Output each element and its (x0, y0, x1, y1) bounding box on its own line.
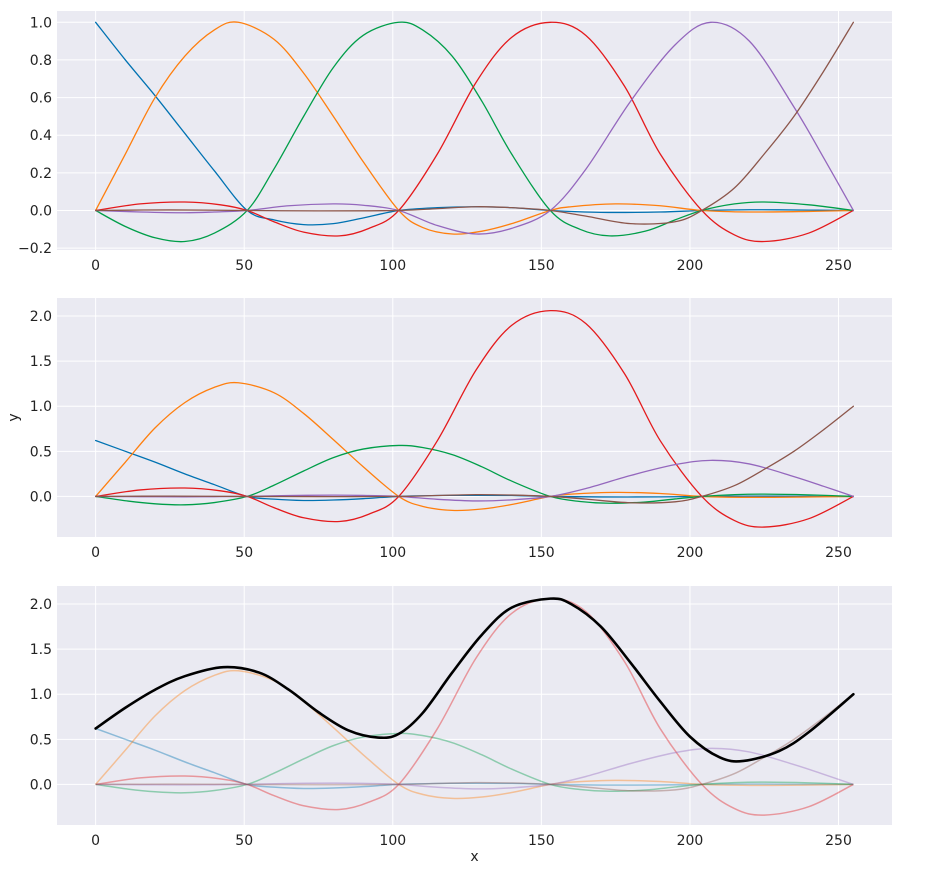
plot-background (57, 586, 892, 825)
x-tick-label: 250 (825, 545, 852, 561)
faded-series-line-weighted-3 (95, 732, 854, 794)
x-tick-label: 200 (677, 258, 704, 274)
y-tick-label: 0.0 (30, 489, 52, 505)
series-line-basis-6 (94, 21, 855, 225)
y-tick-label: 0.4 (30, 128, 52, 144)
x-tick-label: 100 (379, 545, 406, 561)
x-tick-label: 150 (528, 258, 555, 274)
y-tick-label: 0.2 (30, 166, 52, 182)
y-tick-label: 2.0 (30, 309, 52, 325)
faded-series-line-weighted-5 (95, 747, 854, 790)
faded-series-line-weighted-1 (95, 727, 854, 790)
x-tick-label: 0 (91, 833, 100, 849)
y-tick-label: 1.5 (30, 642, 52, 658)
x-tick-label: 100 (379, 833, 406, 849)
plot-panel-sum-of-weighted-basis: 0 50 100 150 200 250 0.0 0.5 1.0 1.5 2.0 x (30, 586, 892, 865)
y-tick-label: 1.0 (30, 399, 52, 415)
faded-series-line-weighted-2 (95, 669, 854, 800)
y-tick-label: 0.6 (30, 91, 52, 107)
series-line-weighted-2 (94, 381, 855, 512)
x-tick-label: 50 (235, 545, 253, 561)
y-axis-label: y (6, 413, 22, 421)
y-tick-label: 1.0 (30, 15, 52, 31)
y-tick-label: 0.5 (30, 444, 52, 460)
plot-panel-basis-functions: 0 50 100 150 200 250 −0.2 0.0 0.2 0.4 0.6 0.8 1.0 (18, 11, 892, 274)
x-tick-label: 50 (235, 258, 253, 274)
y-tick-label: 1.5 (30, 354, 52, 370)
series-line-sum (94, 597, 855, 763)
x-tick-label: 250 (825, 258, 852, 274)
y-tick-label: 0.0 (30, 203, 52, 219)
y-tick-label: 1.0 (30, 687, 52, 703)
x-axis-label: x (470, 849, 478, 865)
y-tick-label: 2.0 (30, 597, 52, 613)
series-line-basis-4 (94, 21, 855, 243)
x-tick-label: 0 (91, 545, 100, 561)
series-line-weighted-4 (94, 309, 855, 528)
faded-series-line-weighted-4 (95, 597, 854, 816)
x-tick-label: 200 (677, 545, 704, 561)
x-tick-label: 150 (528, 833, 555, 849)
series-group (94, 597, 855, 816)
y-tick-label: −0.2 (18, 241, 52, 257)
series-line-basis-2 (94, 21, 855, 235)
series-line-weighted-6 (94, 405, 855, 504)
x-tick-label: 0 (91, 258, 100, 274)
x-tick-label: 200 (677, 833, 704, 849)
y-tick-label: 0.8 (30, 53, 52, 69)
series-group (94, 309, 855, 528)
y-tick-label: 0.5 (30, 732, 52, 748)
plot-panel-weighted-basis-functions: 0 50 100 150 200 250 0.0 0.5 1.0 1.5 2.0 y (6, 298, 892, 561)
x-tick-label: 150 (528, 545, 555, 561)
series-line-basis-5 (94, 21, 855, 235)
x-tick-label: 50 (235, 833, 253, 849)
x-tick-label: 100 (379, 258, 406, 274)
x-tick-label: 250 (825, 833, 852, 849)
series-group (94, 21, 855, 243)
y-tick-label: 0.0 (30, 777, 52, 793)
